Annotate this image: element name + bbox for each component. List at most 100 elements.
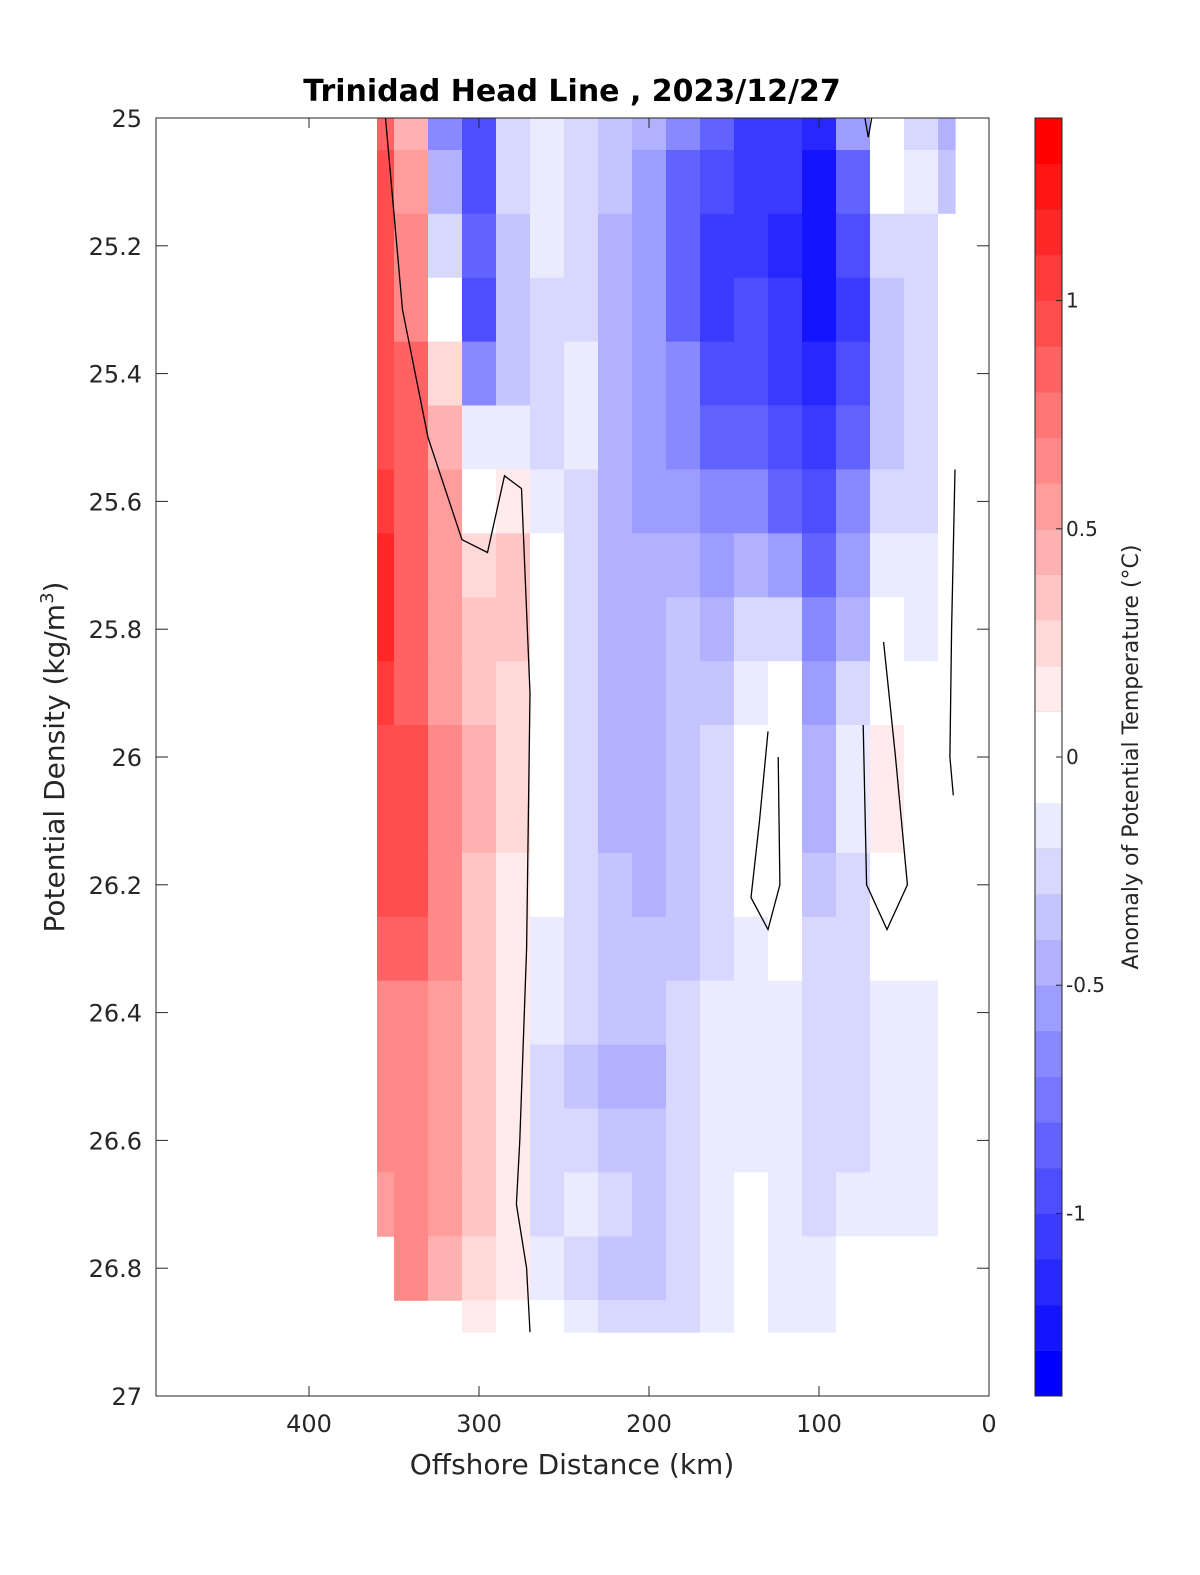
heatmap-cell [377,597,395,662]
heatmap-cell [836,118,871,151]
heatmap-cell [462,1108,497,1173]
heatmap-cell [530,277,565,343]
colorbar-tick-label: 1 [1066,289,1079,313]
colorbar-level [1035,1030,1062,1077]
heatmap-cell [870,597,905,662]
heatmap-cell [768,118,803,151]
heatmap-cell [904,118,939,151]
y-axis-label-prefix: Potential Density (kg/m [38,604,71,933]
heatmap-cell [496,469,531,534]
heatmap-cell [700,533,735,598]
x-tick-label: 200 [626,1410,672,1438]
heatmap-cell [462,341,497,407]
heatmap-cell [394,980,429,1046]
heatmap-cell [666,1236,701,1301]
heatmap-cell [377,916,395,982]
heatmap-cell [462,661,497,726]
heatmap-cell [870,1300,905,1333]
heatmap-cell [394,1172,429,1237]
contour-line [949,469,956,796]
heatmap-cell [938,213,956,279]
heatmap-cell [870,1108,905,1173]
heatmap-cell [870,1236,905,1301]
colorbar-level [1035,620,1062,667]
colorbar-level [1035,163,1062,210]
heatmap-cell [836,213,871,279]
heatmap-cell [428,980,463,1046]
heatmap-cell [666,725,701,790]
heatmap-cell [394,661,429,726]
heatmap-cell [394,789,429,854]
heatmap-cell [802,469,837,534]
heatmap-cell [530,405,565,470]
heatmap-cell [666,789,701,854]
heatmap-cell [428,725,463,790]
heatmap-cell [904,1172,939,1237]
zero-contour-lines [384,117,956,1333]
heatmap-cell [768,213,803,279]
heatmap-cell [530,725,565,790]
heatmap-cell [734,916,769,982]
y-tick-label: 25.6 [89,488,142,516]
heatmap-cell [802,725,837,790]
contour-line [864,117,873,138]
colorbar-level [1035,391,1062,438]
heatmap-cell [462,789,497,854]
heatmap-cell [564,789,599,854]
colorbar-level [1035,1122,1062,1169]
heatmap-cell [666,469,701,534]
heatmap-cell [564,916,599,982]
heatmap-cell [734,661,769,726]
heatmap-cell [598,150,633,215]
heatmap-cell [836,661,871,726]
heatmap-cell [700,118,735,151]
heatmap-cell [598,1044,633,1109]
colorbar-tick-label: -1 [1066,1201,1086,1225]
heatmap-cell [632,1172,667,1237]
heatmap-cell [836,980,871,1046]
heatmap-cell [598,469,633,534]
heatmap-cell [700,405,735,470]
contour-line [750,731,781,932]
heatmap-cell [700,277,735,343]
heatmap-cell [768,533,803,598]
heatmap-cell [598,1236,633,1301]
heatmap-cell [598,980,633,1046]
heatmap-cell [904,277,939,343]
heatmap-cell [394,1108,429,1173]
heatmap-cell [428,213,463,279]
colorbar-tick-label: 0.5 [1066,517,1098,541]
heatmap-cell [530,341,565,407]
heatmap-cell [632,469,667,534]
heatmap-cell [938,118,956,151]
heatmap-cell [462,597,497,662]
y-tick-label: 25.4 [89,361,142,389]
heatmap-cell [564,1044,599,1109]
heatmap-cell [938,916,956,982]
heatmap-cell [768,150,803,215]
heatmap-cell [462,1236,497,1301]
heatmap-cell [564,661,599,726]
heatmap-cell [598,405,633,470]
colorbar-level [1035,711,1062,758]
heatmap-cell [904,150,939,215]
x-tick-label: 300 [456,1410,502,1438]
heatmap-cell [632,789,667,854]
heatmap-cell [938,597,956,662]
heatmap-cell [802,213,837,279]
heatmap-cell [768,597,803,662]
heatmap-cell [598,1108,633,1173]
heatmap-cell [564,533,599,598]
heatmap-cell [870,213,905,279]
heatmap-cell [598,852,633,918]
heatmap-cell [428,1044,463,1109]
heatmap-cell [496,725,531,790]
heatmap-cell [700,916,735,982]
colorbar-level [1035,939,1062,986]
heatmap-cell [598,661,633,726]
heatmap-cell [938,852,956,918]
x-tick-label: 100 [796,1410,842,1438]
heatmap-cell [666,597,701,662]
heatmap-cell [428,916,463,982]
y-tick-label: 25.8 [89,616,142,644]
